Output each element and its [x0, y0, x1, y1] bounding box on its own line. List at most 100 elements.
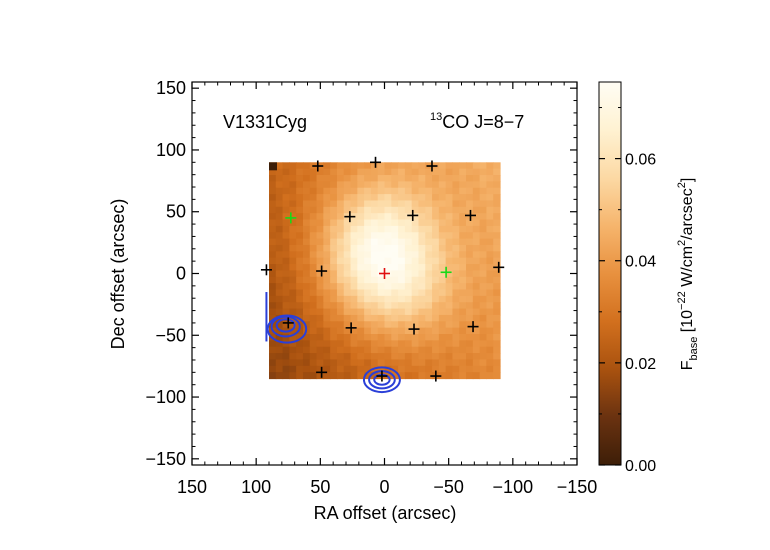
heatmap-pixel: [282, 194, 290, 202]
heatmap-pixel: [445, 194, 454, 202]
heatmap-pixel: [391, 308, 399, 316]
colorbar-label-symbol: F: [679, 360, 696, 370]
heatmap-pixel: [316, 213, 324, 221]
heatmap-pixel: [296, 295, 304, 303]
heatmap-pixel: [438, 200, 447, 208]
heatmap-pixel: [486, 181, 494, 189]
heatmap-pixel: [357, 270, 365, 278]
heatmap-pixel: [282, 219, 290, 227]
heatmap-pixel: [323, 200, 331, 208]
heatmap-pixel: [343, 194, 352, 202]
heatmap-pixel: [323, 289, 331, 297]
heatmap-pixel: [364, 327, 372, 335]
heatmap-pixel: [391, 372, 399, 380]
heatmap-pixel: [452, 340, 460, 348]
heatmap-pixel: [418, 289, 426, 297]
heatmap-pixel: [377, 162, 386, 170]
heatmap-pixel: [459, 365, 467, 373]
heatmap-pixel: [350, 238, 358, 246]
heatmap-pixel: [350, 327, 358, 335]
heatmap-pixel: [411, 206, 420, 214]
heatmap-pixel: [479, 321, 488, 329]
heatmap-pixel: [479, 314, 488, 322]
heatmap-pixel: [438, 257, 447, 265]
heatmap-pixel: [452, 213, 460, 221]
colorbar-label-unit: ]: [679, 178, 696, 182]
heatmap-pixel: [336, 168, 345, 176]
heatmap-pixel: [275, 302, 284, 310]
heatmap-pixel: [411, 187, 420, 195]
heatmap-pixel: [418, 225, 426, 233]
heatmap-pixel: [269, 251, 277, 259]
heatmap-pixel: [418, 346, 426, 354]
heatmap-pixel: [323, 302, 331, 310]
heatmap-pixel: [330, 276, 338, 284]
heatmap-pixel: [398, 346, 406, 354]
heatmap-pixel: [336, 175, 345, 182]
heatmap-pixel: [309, 264, 318, 272]
heatmap-pixel: [296, 213, 304, 221]
heatmap-pixel: [357, 314, 365, 322]
heatmap-pixel: [370, 162, 379, 170]
heatmap-pixel: [438, 187, 447, 195]
heatmap-pixel: [466, 219, 474, 227]
heatmap-pixel: [275, 327, 284, 335]
heatmap-pixel: [364, 334, 372, 341]
heatmap-pixel: [493, 168, 501, 176]
heatmap-pixel: [336, 289, 345, 297]
heatmap-pixel: [479, 200, 488, 208]
heatmap-pixel: [269, 238, 277, 246]
heatmap-pixel: [425, 346, 433, 354]
heatmap-pixel: [302, 225, 311, 233]
heatmap-pixel: [418, 244, 426, 252]
heatmap-pixel: [343, 321, 352, 329]
heatmap-pixel: [309, 365, 318, 373]
heatmap-pixel: [445, 365, 454, 373]
heatmap-pixel: [432, 270, 440, 278]
x-tick-label: −100: [493, 477, 534, 497]
heatmap-pixel: [411, 251, 420, 259]
heatmap-pixel: [466, 181, 474, 189]
heatmap-pixel: [330, 295, 338, 303]
heatmap-pixel: [343, 359, 352, 367]
heatmap-pixel: [411, 200, 420, 208]
heatmap-pixel: [479, 232, 488, 240]
heatmap-pixel: [323, 175, 331, 182]
heatmap-pixel: [357, 238, 365, 246]
heatmap-pixel: [296, 276, 304, 284]
heatmap-pixel: [343, 308, 352, 316]
heatmap-pixel: [357, 162, 365, 170]
heatmap-pixel: [370, 353, 379, 361]
heatmap-pixel: [452, 283, 460, 291]
heatmap-pixel: [289, 346, 297, 354]
heatmap-pixel: [452, 346, 460, 354]
heatmap-pixel: [418, 302, 426, 310]
heatmap-pixel: [418, 264, 426, 272]
heatmap-pixel: [302, 289, 311, 297]
heatmap-pixel: [459, 327, 467, 335]
heatmap-pixel: [486, 200, 494, 208]
heatmap-pixel: [486, 162, 494, 170]
heatmap-pixel: [459, 372, 467, 380]
heatmap-pixel: [418, 359, 426, 367]
pixel-marker-black: [282, 317, 294, 329]
heatmap-pixel: [438, 213, 447, 221]
heatmap-pixel: [370, 327, 379, 335]
heatmap-pixel: [296, 346, 304, 354]
heatmap-pixel: [493, 295, 501, 303]
heatmap-pixel: [472, 175, 481, 182]
heatmap-pixel: [275, 340, 284, 348]
heatmap-pixel: [411, 289, 420, 297]
heatmap-pixel: [330, 162, 338, 170]
heatmap-pixel: [343, 225, 352, 233]
heatmap-pixel: [398, 372, 406, 380]
heatmap-pixel: [384, 168, 392, 176]
heatmap-pixel: [302, 187, 311, 195]
heatmap-pixel: [275, 283, 284, 291]
heatmap-pixel: [316, 334, 324, 341]
heatmap-pixel: [452, 365, 460, 373]
heatmap-pixel: [343, 302, 352, 310]
heatmap-pixel: [282, 340, 290, 348]
heatmap-pixel: [302, 206, 311, 214]
heatmap-pixel: [479, 244, 488, 252]
